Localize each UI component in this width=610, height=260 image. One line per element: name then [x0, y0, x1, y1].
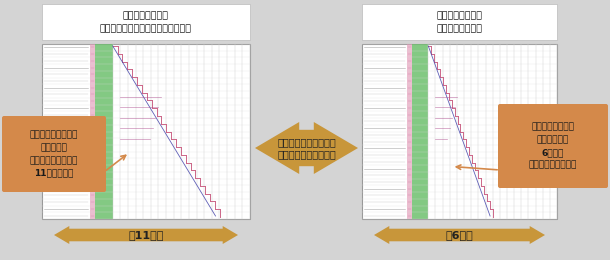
Text: タスク：全タスク
リソース：無制限: タスク：全タスク リソース：無制限 [437, 11, 483, 33]
Bar [362, 4, 557, 40]
Bar [407, 44, 412, 219]
FancyBboxPatch shape [498, 104, 608, 188]
Bar [42, 44, 250, 219]
Text: 約11カ月: 約11カ月 [128, 230, 163, 240]
Text: タスク：全タスク
リソース：各機能１名・設備各１台: タスク：全タスク リソース：各機能１名・設備各１台 [100, 11, 192, 33]
Bar [90, 44, 95, 219]
Text: リソースの増減に伴う
日程短縮効果がわかる: リソースの増減に伴う 日程短縮効果がわかる [277, 137, 336, 159]
Text: 約6カ月: 約6カ月 [446, 230, 473, 240]
Text: リソースに糸目を
付けなければ
6カ月で
終えることができる: リソースに糸目を 付けなければ 6カ月で 終えることができる [529, 122, 577, 170]
Bar [95, 44, 113, 219]
Polygon shape [54, 226, 238, 244]
Bar [412, 44, 428, 219]
Polygon shape [374, 226, 545, 244]
Text: 標準的なリソースで
全タスクを
実施しようとすると
11カ月かかる: 標準的なリソースで 全タスクを 実施しようとすると 11カ月かかる [30, 130, 78, 178]
FancyBboxPatch shape [2, 116, 106, 192]
Bar [362, 44, 557, 219]
Bar [42, 4, 250, 40]
Polygon shape [255, 122, 358, 174]
